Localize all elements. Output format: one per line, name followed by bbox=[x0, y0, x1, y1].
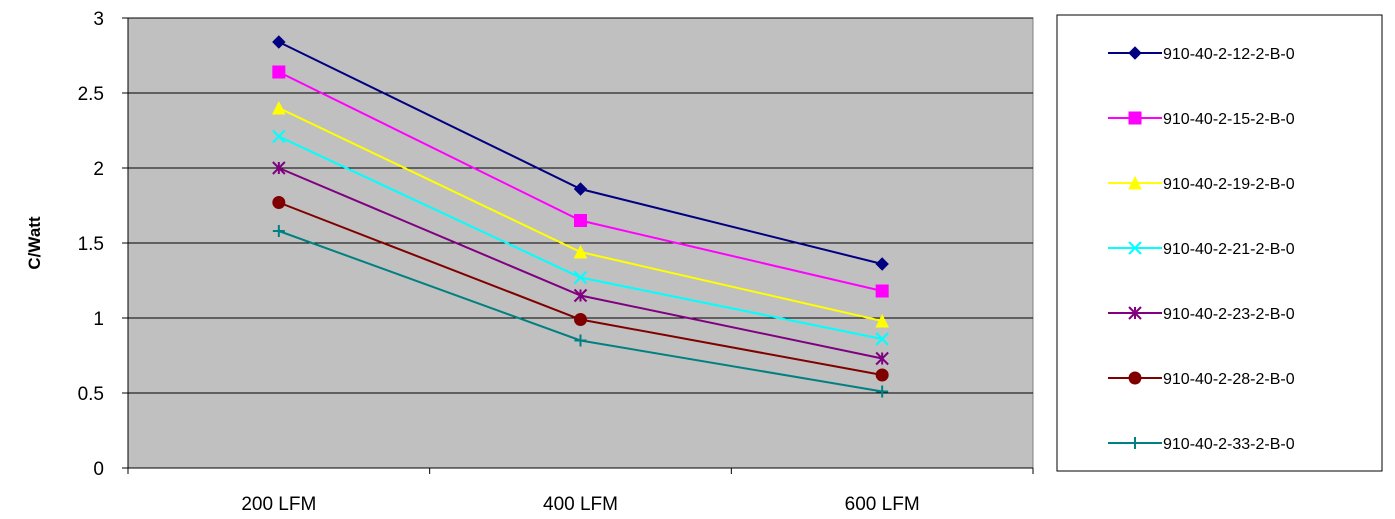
data-point bbox=[875, 351, 889, 366]
legend-label: 910-40-2-21-2-B-0 bbox=[1163, 241, 1295, 258]
legend-label: 910-40-2-28-2-B-0 bbox=[1163, 371, 1295, 388]
data-point bbox=[573, 182, 588, 196]
y-tick-label: 0 bbox=[93, 459, 104, 480]
legend: 910-40-2-12-2-B-0 910-40-2-15-2-B-0 910-40… bbox=[1056, 14, 1383, 472]
legend-item: 910-40-2-28-2-B-0 bbox=[1108, 371, 1295, 388]
series bbox=[272, 129, 889, 346]
data-point bbox=[272, 161, 286, 175]
y-tick-label: 2.5 bbox=[78, 84, 104, 105]
legend-label: 910-40-2-33-2-B-0 bbox=[1163, 436, 1295, 453]
legend-item: 910-40-2-33-2-B-0 bbox=[1108, 436, 1295, 453]
series bbox=[272, 100, 889, 328]
y-tick-label: 1 bbox=[93, 309, 104, 330]
x-tick-label: 200 LFM bbox=[241, 494, 316, 515]
data-point bbox=[573, 288, 588, 303]
data-point bbox=[875, 257, 889, 271]
legend-marker bbox=[1128, 306, 1142, 320]
legend-item: 910-40-2-12-2-B-0 bbox=[1108, 46, 1295, 63]
legend-item: 910-40-2-21-2-B-0 bbox=[1108, 241, 1295, 258]
legend-marker bbox=[1128, 111, 1142, 125]
data-point bbox=[272, 129, 286, 144]
legend-label: 910-40-2-12-2-B-0 bbox=[1163, 46, 1295, 63]
legend-marker bbox=[1128, 241, 1142, 255]
series bbox=[272, 65, 889, 298]
y-tick-label: 0.5 bbox=[78, 384, 104, 405]
data-point bbox=[574, 214, 587, 227]
data-point bbox=[272, 196, 286, 209]
x-tick-label: 400 LFM bbox=[543, 494, 618, 515]
data-point bbox=[876, 385, 889, 398]
legend-item: 910-40-2-23-2-B-0 bbox=[1108, 306, 1295, 323]
legend-marker bbox=[1128, 371, 1142, 385]
series bbox=[272, 35, 889, 271]
y-axis-label: C/Watt bbox=[25, 216, 44, 270]
legend-item: 910-40-2-19-2-B-0 bbox=[1108, 175, 1295, 193]
legend-box bbox=[1056, 14, 1383, 472]
series-group bbox=[272, 35, 889, 398]
axes bbox=[122, 17, 1034, 474]
data-point bbox=[573, 244, 588, 259]
data-point bbox=[574, 313, 587, 326]
legend-marker bbox=[1129, 437, 1141, 449]
y-tick-label: 3 bbox=[93, 9, 104, 30]
data-point bbox=[272, 35, 286, 49]
data-point bbox=[272, 65, 286, 79]
legend-item: 910-40-2-15-2-B-0 bbox=[1108, 111, 1295, 128]
data-point bbox=[875, 313, 889, 328]
legend-label: 910-40-2-19-2-B-0 bbox=[1163, 176, 1295, 193]
series bbox=[272, 225, 889, 398]
data-point bbox=[875, 284, 889, 298]
x-tick-label: 600 LFM bbox=[845, 494, 920, 515]
data-point bbox=[272, 225, 285, 237]
legend-marker bbox=[1128, 175, 1142, 190]
y-tick-label: 2 bbox=[93, 159, 104, 180]
data-point bbox=[875, 368, 889, 382]
data-point bbox=[272, 100, 286, 115]
series bbox=[272, 161, 889, 366]
data-point bbox=[573, 270, 588, 285]
x-axis-ticks: 200 LFM 400 LFM 600 LFM bbox=[241, 494, 919, 515]
legend-marker bbox=[1128, 46, 1142, 60]
data-point bbox=[574, 334, 587, 347]
y-axis-ticks: 0 0.5 1 1.5 2 2.5 3 bbox=[78, 9, 104, 480]
legend-label: 910-40-2-23-2-B-0 bbox=[1163, 306, 1295, 323]
series bbox=[272, 196, 889, 382]
legend-label: 910-40-2-15-2-B-0 bbox=[1163, 111, 1295, 128]
y-tick-label: 1.5 bbox=[78, 234, 104, 255]
data-point bbox=[875, 332, 889, 346]
